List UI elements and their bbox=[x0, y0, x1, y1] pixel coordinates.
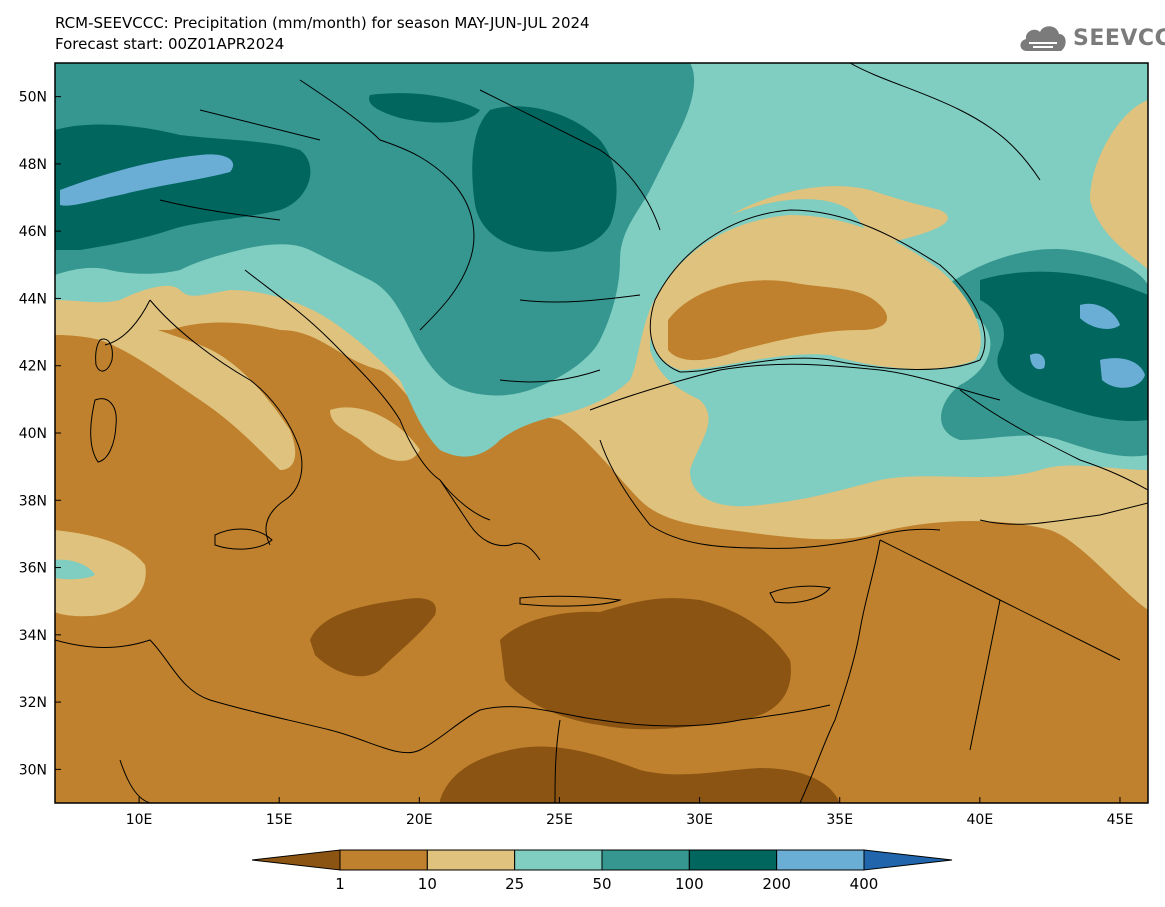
map-title: RCM-SEEVCCC: Precipitation (mm/month) fo… bbox=[55, 14, 590, 32]
lat-tick-label: 30N bbox=[19, 762, 47, 778]
lat-tick-label: 50N bbox=[19, 90, 47, 106]
lat-tick-label: 38N bbox=[19, 493, 47, 509]
colorbar-box bbox=[339, 849, 428, 871]
lon-tick-label: 15E bbox=[266, 812, 293, 828]
colorbar-label: 400 bbox=[850, 875, 879, 893]
colorbar-box bbox=[688, 849, 778, 871]
colorbar-label: 50 bbox=[592, 875, 611, 893]
colorbar-box bbox=[426, 849, 516, 871]
colorbar: 1 10 25 50 100 200 400 bbox=[251, 849, 953, 893]
logo-text: SEEVCCC bbox=[1073, 25, 1165, 51]
longitude-axis: 10E 15E 20E 25E 30E 35E 40E 45E bbox=[126, 797, 1134, 828]
lon-tick-label: 40E bbox=[967, 812, 994, 828]
lat-tick-label: 32N bbox=[19, 695, 47, 711]
lon-tick-label: 25E bbox=[546, 812, 573, 828]
colorbar-box bbox=[601, 849, 690, 871]
lon-tick-label: 10E bbox=[126, 812, 153, 828]
lon-tick-label: 30E bbox=[686, 812, 713, 828]
colorbar-low-triangle bbox=[251, 849, 341, 871]
colorbar-box bbox=[776, 849, 865, 871]
lat-tick-label: 48N bbox=[19, 157, 47, 173]
forecast-start-label: Forecast start: 00Z01APR2024 bbox=[55, 35, 285, 53]
lon-tick-label: 45E bbox=[1107, 812, 1134, 828]
lat-tick-label: 44N bbox=[19, 291, 47, 307]
colorbar-label: 100 bbox=[675, 875, 704, 893]
lat-tick-label: 36N bbox=[19, 561, 47, 577]
lon-tick-label: 35E bbox=[826, 812, 853, 828]
lat-tick-label: 42N bbox=[19, 359, 47, 375]
lat-tick-label: 46N bbox=[19, 224, 47, 240]
colorbar-box bbox=[514, 849, 603, 871]
colorbar-label: 1 bbox=[335, 875, 345, 893]
lat-tick-label: 34N bbox=[19, 628, 47, 644]
colorbar-label: 10 bbox=[418, 875, 437, 893]
lon-tick-label: 20E bbox=[406, 812, 433, 828]
latitude-axis: 50N 48N 46N 44N 42N 40N 38N 36N 34N 32N 30N bbox=[19, 90, 61, 778]
colorbar-high-triangle bbox=[863, 849, 953, 871]
seevccc-logo: SEEVCCC bbox=[1017, 20, 1165, 56]
precipitation-field bbox=[55, 63, 1148, 803]
colorbar-label: 200 bbox=[762, 875, 791, 893]
colorbar-label: 25 bbox=[505, 875, 524, 893]
cloud-icon bbox=[1020, 26, 1066, 51]
lat-tick-label: 40N bbox=[19, 426, 47, 442]
